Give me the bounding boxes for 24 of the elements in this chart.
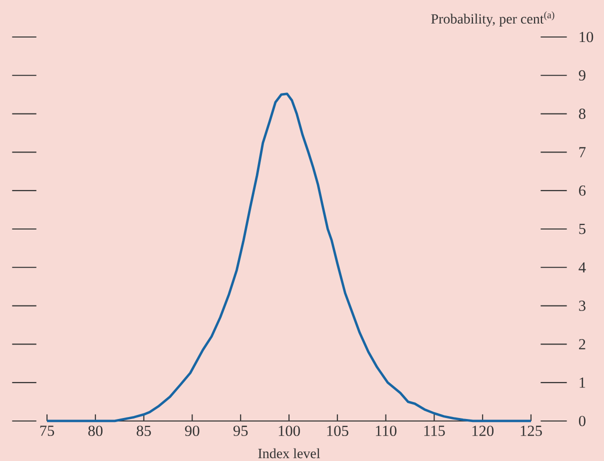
x-tick-label: 125 — [520, 426, 542, 436]
x-tick-label: 115 — [424, 426, 445, 436]
y-tick-label: 2 — [579, 339, 586, 350]
y-tick-label: 4 — [578, 262, 586, 272]
x-tick-label: 110 — [376, 426, 396, 436]
x-tick-label: 90 — [185, 426, 200, 436]
x-tick-label: 100 — [278, 426, 300, 436]
x-axis-title: Index level — [258, 448, 320, 458]
y-axis-title: Probability, per cent$^{(a)}$ — [431, 11, 554, 27]
x-tick-label: 80 — [88, 426, 102, 436]
y-tick-label: 10 — [580, 32, 594, 42]
x-tick-label: 75 — [40, 426, 54, 436]
x-tick-label: 95 — [233, 426, 248, 436]
y-tick-label: 0 — [578, 416, 586, 426]
y-tick-label: 3 — [579, 300, 586, 311]
y-tick-label: 1 — [580, 378, 586, 388]
y-tick-label: 8 — [578, 108, 586, 119]
y-tick-label: 9 — [578, 70, 586, 81]
x-tick-label: 105 — [327, 426, 348, 436]
y-tick-label: 5 — [579, 224, 586, 234]
y-tick-label: 6 — [579, 185, 586, 196]
y-tick-label: 7 — [579, 147, 586, 158]
x-tick-label: 120 — [472, 426, 494, 436]
x-tick-label: 85 — [136, 426, 151, 436]
